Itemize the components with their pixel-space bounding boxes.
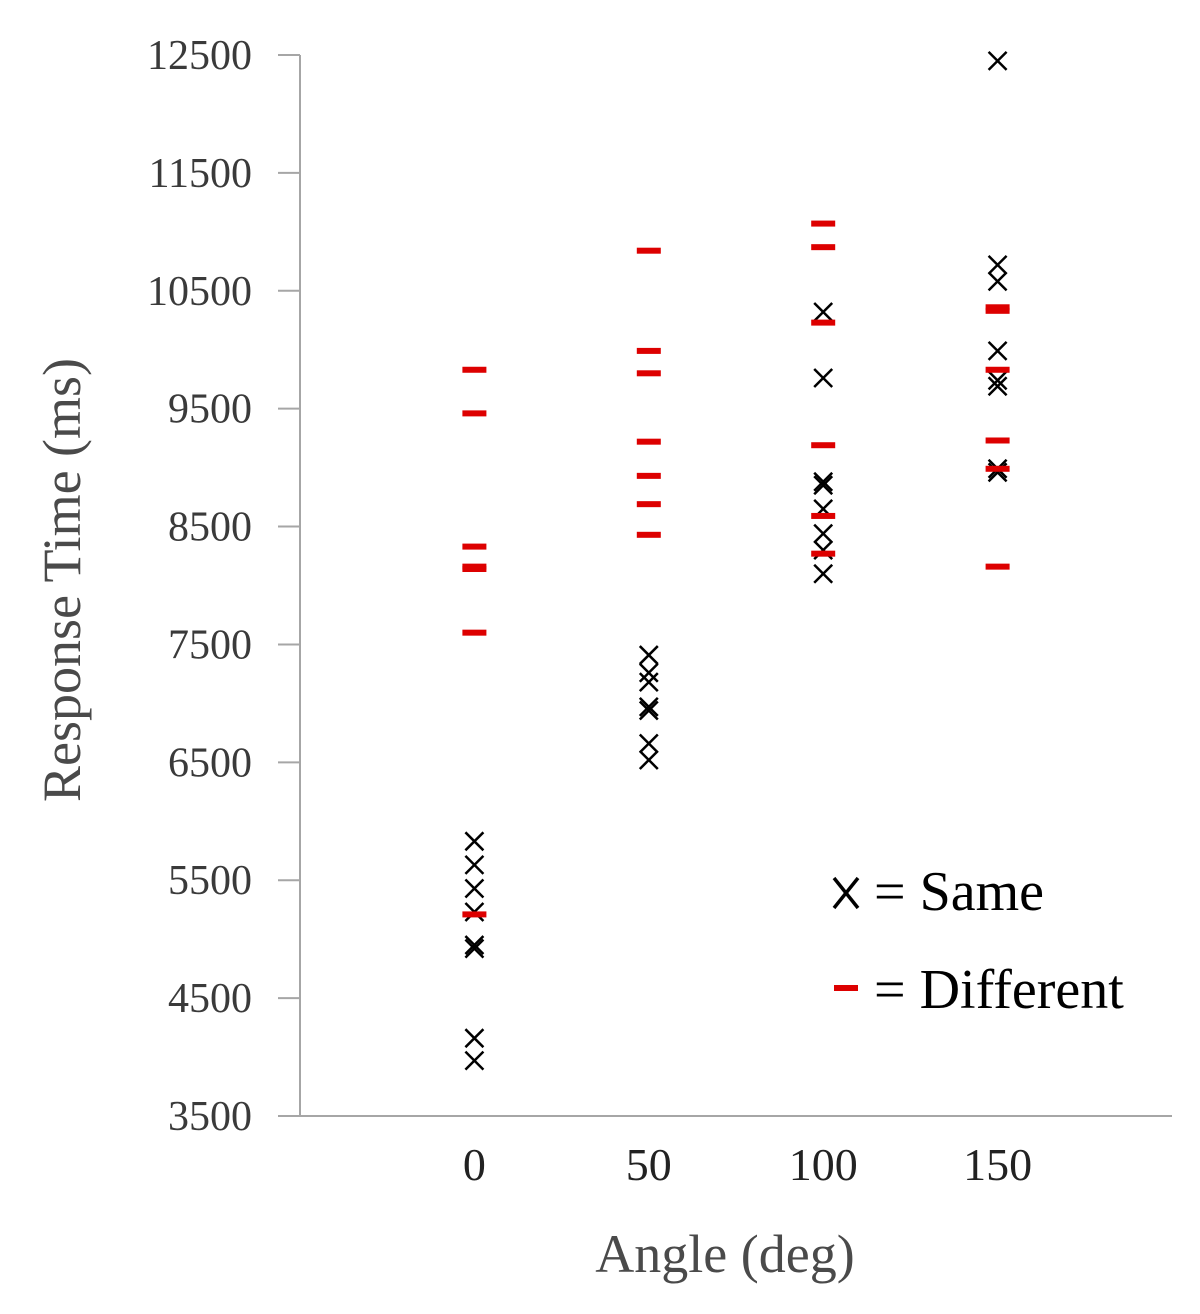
x-tick-group: 0 50 100 150 — [463, 1139, 1032, 1190]
x-axis-title: Angle (deg) — [595, 1224, 854, 1284]
data-point-same — [464, 938, 485, 959]
y-tick-label: 3500 — [168, 1094, 252, 1140]
data-point-different — [462, 565, 487, 572]
data-point-same — [987, 341, 1008, 361]
data-point-different — [462, 543, 487, 550]
data-point-different — [985, 437, 1010, 444]
data-point-different — [636, 472, 661, 479]
x-tick-label: 0 — [463, 1139, 486, 1190]
data-point-same — [464, 831, 485, 852]
y-tick-label: 9500 — [168, 387, 252, 433]
data-points — [462, 51, 1010, 1071]
legend: = Same = Different — [832, 861, 1124, 1021]
data-point-same — [464, 878, 485, 899]
data-point-different — [985, 307, 1010, 314]
data-point-different — [985, 563, 1010, 570]
y-tick-label: 12500 — [147, 33, 252, 79]
y-tick-group: 3500 4500 5500 6500 7500 8500 9500 10500 11500 12… — [147, 33, 300, 1140]
data-point-different — [636, 438, 661, 445]
legend-item-same: = Same — [832, 861, 1044, 923]
y-tick-label: 6500 — [168, 740, 252, 786]
data-point-different — [985, 304, 1010, 311]
data-point-different — [985, 366, 1010, 373]
data-point-different — [636, 247, 661, 254]
data-point-different — [811, 442, 836, 449]
data-point-same — [464, 1028, 485, 1049]
data-point-different — [462, 410, 487, 417]
data-point-same — [638, 750, 659, 770]
data-point-same — [813, 563, 834, 584]
data-point-different — [811, 244, 836, 251]
data-point-same — [638, 697, 659, 717]
data-point-different — [985, 465, 1010, 472]
data-point-different — [811, 512, 836, 519]
y-tick-label: 7500 — [168, 622, 252, 668]
data-point-same — [464, 1050, 485, 1071]
y-tick-label: 11500 — [149, 151, 252, 197]
y-tick-label: 10500 — [147, 269, 252, 315]
data-point-different — [636, 370, 661, 377]
data-point-same — [638, 700, 659, 721]
data-point-same — [813, 475, 834, 496]
data-point-different — [462, 366, 487, 373]
data-point-same — [987, 370, 1008, 391]
legend-label-same: = Same — [874, 861, 1044, 923]
data-point-same — [813, 523, 834, 544]
data-point-different — [462, 911, 487, 918]
data-point-different — [811, 319, 836, 326]
data-point-same — [638, 662, 659, 683]
x-tick-label: 150 — [963, 1139, 1032, 1190]
data-point-same — [464, 855, 485, 875]
y-tick-label: 8500 — [168, 505, 252, 551]
data-point-same — [987, 271, 1008, 292]
data-point-different — [811, 550, 836, 557]
y-tick-label: 4500 — [168, 976, 252, 1022]
data-point-same — [987, 51, 1008, 71]
x-tick-label: 100 — [789, 1139, 858, 1190]
series-different — [462, 220, 1010, 918]
y-tick-label: 5500 — [168, 858, 252, 904]
data-point-different — [811, 220, 836, 227]
data-point-different — [462, 629, 487, 636]
series-same — [464, 51, 1008, 1071]
legend-label-different: = Different — [874, 959, 1124, 1021]
data-point-same — [813, 471, 834, 492]
data-point-same — [987, 376, 1008, 397]
data-point-same — [813, 302, 834, 322]
data-point-different — [636, 347, 661, 354]
x-tick-label: 50 — [626, 1139, 672, 1190]
data-point-same — [638, 672, 659, 693]
data-point-same — [464, 935, 485, 955]
data-point-different — [636, 531, 661, 538]
data-point-same — [813, 368, 834, 388]
data-point-same — [638, 733, 659, 754]
legend-item-different: = Different — [834, 959, 1124, 1021]
legend-same-x-icon — [832, 876, 860, 910]
data-point-same — [638, 645, 659, 665]
data-point-same — [987, 254, 1008, 275]
data-point-different — [636, 501, 661, 508]
y-axis-title: Response Time (ms) — [32, 358, 92, 802]
legend-different-dash-icon — [834, 985, 858, 991]
